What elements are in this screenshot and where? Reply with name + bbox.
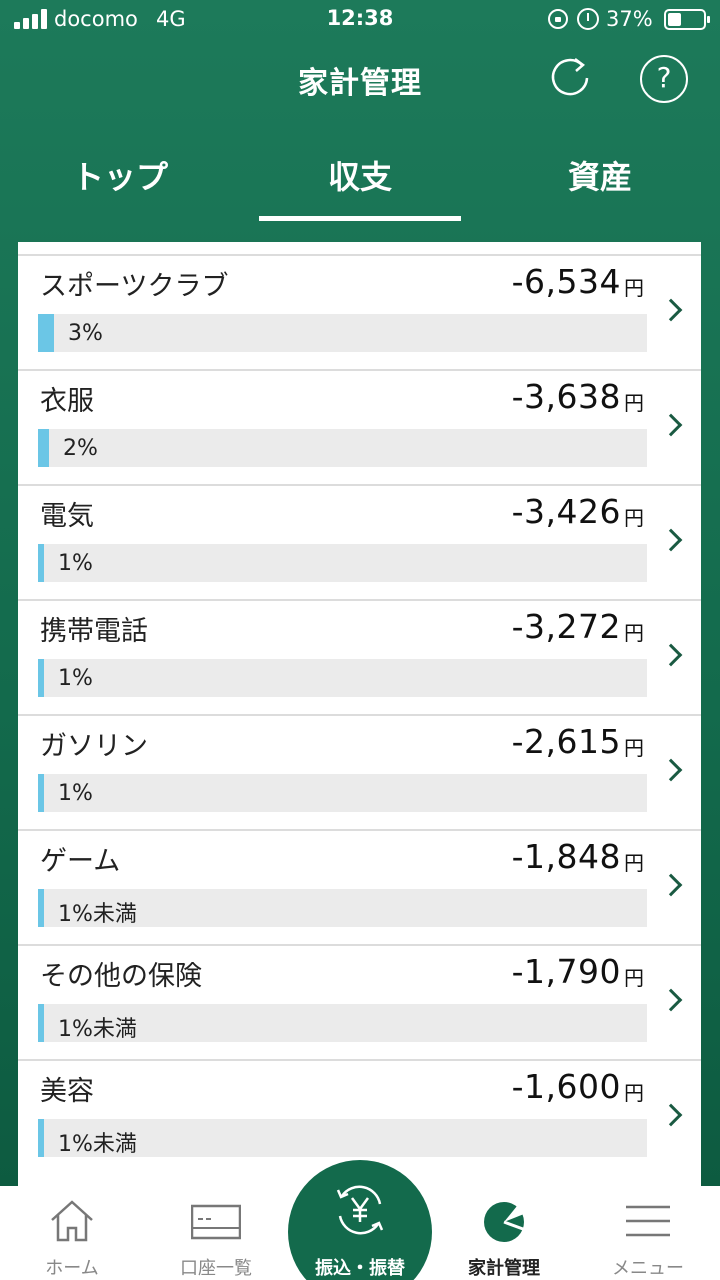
list-item[interactable]: 電気 -3,426 円 1%	[18, 484, 701, 599]
clock: 12:38	[326, 6, 394, 30]
category-name: スポーツクラブ	[40, 271, 229, 302]
status-bar: docomo 4G 12:38 37%	[0, 0, 720, 40]
share-bar: 2%	[38, 429, 647, 467]
nav-accounts[interactable]: 口座一覧	[144, 1186, 288, 1280]
nav-household[interactable]: 家計管理	[432, 1186, 576, 1280]
chevron-right-icon[interactable]	[659, 413, 683, 437]
share-percent: 1%	[58, 666, 93, 691]
currency-unit: 円	[624, 966, 644, 990]
home-icon	[51, 1200, 93, 1242]
nav-accounts-label: 口座一覧	[180, 1258, 252, 1279]
category-name: 美容	[40, 1076, 94, 1107]
chevron-right-icon[interactable]	[659, 643, 683, 667]
list-item[interactable]: ガソリン -2,615 円 1%	[18, 714, 701, 829]
share-bar-fill	[38, 314, 54, 352]
currency-unit: 円	[624, 1081, 644, 1105]
carrier-name: docomo	[54, 7, 138, 31]
category-name: その他の保険	[40, 961, 202, 992]
category-name: 携帯電話	[40, 616, 148, 647]
list-item[interactable]: 衣服 -3,638 円 2%	[18, 369, 701, 484]
nav-home-label: ホーム	[45, 1258, 99, 1279]
category-amount: -1,600	[511, 1067, 621, 1106]
category-amount: -2,615	[511, 722, 621, 761]
list-item[interactable]: その他の保険 -1,790 円 1%未満	[18, 944, 701, 1059]
nav-menu[interactable]: メニュー	[576, 1186, 720, 1280]
category-amount: -1,848	[511, 837, 621, 876]
share-bar: 1%	[38, 659, 647, 697]
pie-chart-icon	[484, 1202, 524, 1242]
share-bar-fill	[38, 889, 44, 927]
share-bar: 1%	[38, 774, 647, 812]
alarm-icon	[577, 8, 599, 30]
list-item[interactable]: 美容 -1,600 円 1%未満	[18, 1059, 701, 1174]
chevron-right-icon[interactable]	[659, 758, 683, 782]
help-icon[interactable]: ?	[640, 55, 688, 103]
yen-transfer-icon	[336, 1185, 384, 1235]
share-percent: 3%	[68, 321, 103, 346]
nav-household-label: 家計管理	[468, 1258, 540, 1279]
card-icon	[191, 1204, 241, 1240]
list-item[interactable]: スポーツクラブ -6,534 円 3%	[18, 254, 701, 369]
nav-menu-label: メニュー	[612, 1258, 684, 1279]
category-name: 衣服	[40, 386, 94, 417]
share-bar: 1%未満	[38, 1119, 647, 1157]
share-bar: 1%未満	[38, 889, 647, 927]
currency-unit: 円	[624, 391, 644, 415]
currency-unit: 円	[624, 276, 644, 300]
share-percent: 1%	[58, 781, 93, 806]
battery-level	[668, 13, 681, 26]
refresh-icon[interactable]	[548, 56, 594, 102]
currency-unit: 円	[624, 506, 644, 530]
list-item[interactable]: ゲーム -1,848 円 1%未満	[18, 829, 701, 944]
page-title: 家計管理	[298, 66, 422, 101]
share-percent: 1%未満	[58, 1132, 137, 1157]
share-bar: 1%未満	[38, 1004, 647, 1042]
help-glyph: ?	[656, 61, 672, 94]
share-bar: 1%	[38, 544, 647, 582]
currency-unit: 円	[624, 851, 644, 875]
nav-transfer-label: 振込・振替	[315, 1258, 405, 1279]
category-amount: -3,272	[511, 607, 621, 646]
share-bar-fill	[38, 774, 44, 812]
nav-transfer-button[interactable]: 振込・振替	[288, 1160, 432, 1280]
category-amount: -3,426	[511, 492, 621, 531]
category-amount: -1,790	[511, 952, 621, 991]
category-name: ゲーム	[40, 846, 121, 877]
share-bar-fill	[38, 659, 44, 697]
chevron-right-icon[interactable]	[659, 528, 683, 552]
share-percent: 1%未満	[58, 1017, 137, 1042]
share-percent: 1%未満	[58, 902, 137, 927]
share-bar-fill	[38, 429, 49, 467]
currency-unit: 円	[624, 621, 644, 645]
category-name: 電気	[40, 501, 94, 532]
menu-icon	[626, 1205, 670, 1237]
chevron-right-icon[interactable]	[659, 1103, 683, 1127]
tab-income-expense[interactable]: 収支	[327, 158, 392, 196]
lock-icon	[548, 9, 568, 29]
share-bar-fill	[38, 1004, 44, 1042]
battery-icon	[664, 9, 710, 30]
tab-selected-indicator	[259, 216, 461, 221]
nav-home[interactable]: ホーム	[0, 1186, 144, 1280]
list-item[interactable]: 携帯電話 -3,272 円 1%	[18, 599, 701, 714]
share-bar-fill	[38, 544, 44, 582]
category-name: ガソリン	[40, 731, 148, 762]
chevron-right-icon[interactable]	[659, 298, 683, 322]
tab-top[interactable]: トップ	[71, 158, 168, 196]
category-amount: -3,638	[511, 377, 621, 416]
tab-assets[interactable]: 資産	[567, 158, 632, 196]
chevron-right-icon[interactable]	[659, 988, 683, 1012]
tab-bar: トップ 収支 資産	[0, 140, 720, 222]
chevron-right-icon[interactable]	[659, 873, 683, 897]
share-bar: 3%	[38, 314, 647, 352]
expense-category-list: スポーツクラブ -6,534 円 3% 衣服 -3,638 円 2% 電気 -3,426 円 1% 携帯…	[18, 242, 701, 1192]
share-percent: 1%	[58, 551, 93, 576]
share-percent: 2%	[63, 436, 98, 461]
battery-percent: 37%	[606, 7, 653, 31]
signal-icon	[14, 9, 48, 29]
currency-unit: 円	[624, 736, 644, 760]
share-bar-fill	[38, 1119, 44, 1157]
category-amount: -6,534	[511, 262, 621, 301]
network-type: 4G	[156, 7, 186, 31]
